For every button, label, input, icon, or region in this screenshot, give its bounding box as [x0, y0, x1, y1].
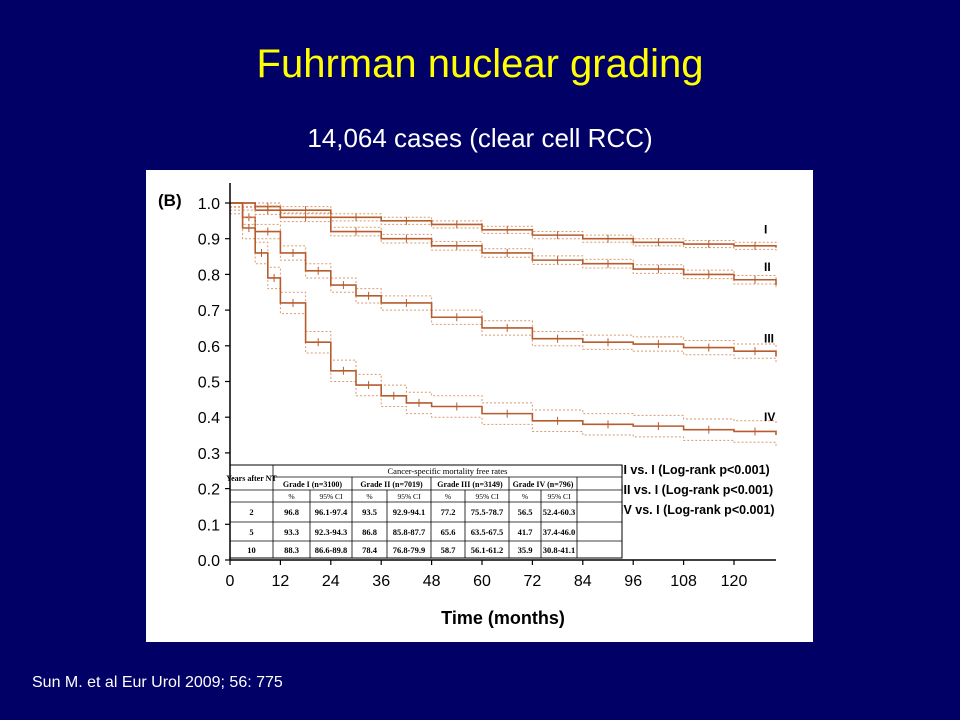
- x-tick-label: 36: [372, 573, 390, 590]
- y-tick-label: 0.9: [198, 232, 220, 249]
- y-tick-label: 0.4: [198, 410, 220, 427]
- table-subheader: %: [288, 492, 294, 501]
- table-row-header: Years after NT: [226, 474, 277, 483]
- y-tick-label: 1.0: [198, 196, 220, 213]
- logrank-iii-vs-i: III vs. I (Log-rank p<0.001): [620, 483, 773, 497]
- x-tick-label: 108: [670, 573, 697, 590]
- table-frame: [229, 464, 623, 559]
- mortality-free-rates-table: Cancer-specific mortality free rates Year…: [226, 464, 623, 559]
- y-tick-label: 0.6: [198, 339, 220, 356]
- table-cell: 96.1-97.4: [315, 507, 348, 517]
- y-tick-label: 0.2: [198, 482, 220, 499]
- table-group-header: Grade II (n=7019): [360, 480, 423, 489]
- x-tick-label: 96: [624, 573, 642, 590]
- table-cell: 76.8-79.9: [393, 545, 426, 555]
- logrank-results: II vs. I (Log-rank p<0.001) III vs. I (L…: [620, 463, 775, 517]
- table-cell: 10: [247, 545, 256, 555]
- curve-grade-iii: [230, 202, 777, 357]
- x-tick-label: 0: [226, 573, 235, 590]
- citation: Sun M. et al Eur Urol 2009; 56: 775: [32, 674, 283, 691]
- y-tick-label: 0.1: [198, 517, 220, 534]
- table-cell: 86.8: [362, 527, 377, 537]
- curve-label-iv: IV: [764, 410, 775, 424]
- panel-label: (B): [158, 191, 182, 210]
- slide-subtitle: 14,064 cases (clear cell RCC): [307, 123, 653, 153]
- curve-label-ii: II: [764, 260, 771, 274]
- curve-grade-iv: [230, 202, 777, 436]
- table-subheader: %: [366, 492, 372, 501]
- ci-upper-ii: [230, 202, 777, 281]
- curve-label-iii: III: [764, 332, 774, 346]
- table-subheader: 95% CI: [319, 492, 343, 501]
- table-cell: 85.8-87.7: [393, 527, 426, 537]
- table-subheader: 95% CI: [397, 492, 421, 501]
- ci-upper-i: [230, 202, 777, 245]
- table-cell: 5: [249, 527, 253, 537]
- curve-grade-ii: [230, 202, 777, 286]
- table-cell: 63.5-67.5: [471, 527, 504, 537]
- x-tick-label: 120: [721, 573, 748, 590]
- table-cell: 93.5: [362, 507, 377, 517]
- table-cell: 52.4-60.3: [543, 507, 576, 517]
- axis-ticks: 0.0 0.1 0.2 0.3 0.4 0.5 0.6 0.7 0.8 0.9 1.0 0 12 24 36…: [198, 196, 748, 590]
- table-group-header: Grade IV (n=796): [513, 480, 574, 489]
- y-tick-label: 0.0: [198, 553, 220, 570]
- table-title: Cancer-specific mortality free rates: [388, 466, 508, 476]
- table-cell: 93.3: [284, 527, 299, 537]
- table-subheader: %: [522, 492, 528, 501]
- ci-lower-ii: [230, 206, 777, 290]
- x-tick-label: 60: [473, 573, 491, 590]
- table-subheader: 95% CI: [475, 492, 499, 501]
- table-cell: 77.2: [441, 507, 456, 517]
- table-subheader: %: [445, 492, 451, 501]
- table-cell: 37.4-46.0: [543, 527, 576, 537]
- ci-lower-iv: [230, 213, 777, 446]
- table-group-header: Grade III (n=3149): [437, 480, 503, 489]
- logrank-ii-vs-i: II vs. I (Log-rank p<0.001): [620, 463, 770, 477]
- ci-upper-iv: [230, 202, 777, 425]
- table-cell: 30.8-41.1: [543, 545, 576, 555]
- y-tick-label: 0.7: [198, 303, 220, 320]
- table-cell: 56.5: [518, 507, 533, 517]
- curve-label-i: I: [764, 223, 767, 237]
- table-cell: 92.9-94.1: [393, 507, 426, 517]
- table-cell: 2: [249, 507, 253, 517]
- slide-title: Fuhrman nuclear grading: [256, 42, 704, 86]
- table-cell: 56.1-61.2: [471, 545, 504, 555]
- table-subheader: 95% CI: [547, 492, 571, 501]
- x-tick-label: 12: [272, 573, 290, 590]
- table-cell: 75.5-78.7: [471, 507, 504, 517]
- table-cell: 41.7: [518, 527, 534, 537]
- x-axis-title: Time (months): [441, 608, 565, 628]
- table-cell: 65.6: [441, 527, 456, 537]
- x-tick-label: 84: [574, 573, 592, 590]
- y-tick-label: 0.8: [198, 267, 220, 284]
- y-tick-label: 0.3: [198, 446, 220, 463]
- logrank-iv-vs-i: IV vs. I (Log-rank p<0.001): [620, 503, 775, 517]
- x-tick-label: 72: [524, 573, 542, 590]
- table-cell: 88.3: [284, 545, 299, 555]
- table-group-header: Grade I (n=3100): [283, 480, 343, 489]
- table-cell: 58.7: [441, 545, 457, 555]
- table-cell: 86.6-89.8: [315, 545, 348, 555]
- x-tick-label: 48: [423, 573, 441, 590]
- y-tick-label: 0.5: [198, 375, 220, 392]
- x-tick-label: 24: [322, 573, 340, 590]
- table-cell: 35.9: [518, 545, 533, 555]
- km-figure-panel: (B) Time (months) 0.0 0.1 0.2 0.3 0.4 0.5 0.6 0…: [146, 170, 813, 642]
- table-cell: 96.8: [284, 507, 299, 517]
- km-chart: (B) Time (months) 0.00.10.20.30.40.50.60…: [158, 183, 777, 628]
- table-cell: 78.4: [362, 545, 378, 555]
- table-cell: 92.3-94.3: [315, 527, 348, 537]
